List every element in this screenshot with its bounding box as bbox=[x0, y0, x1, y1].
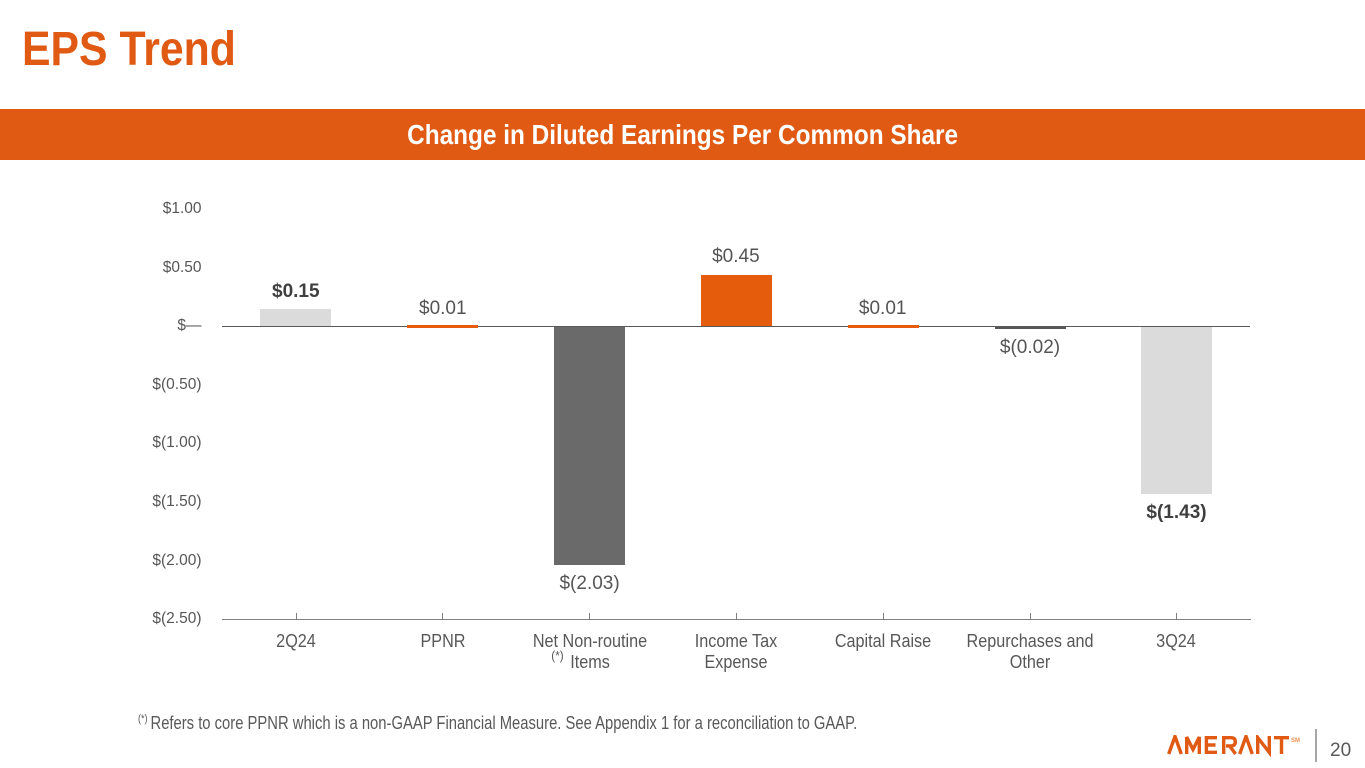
svg-text:SM: SM bbox=[1291, 738, 1300, 744]
